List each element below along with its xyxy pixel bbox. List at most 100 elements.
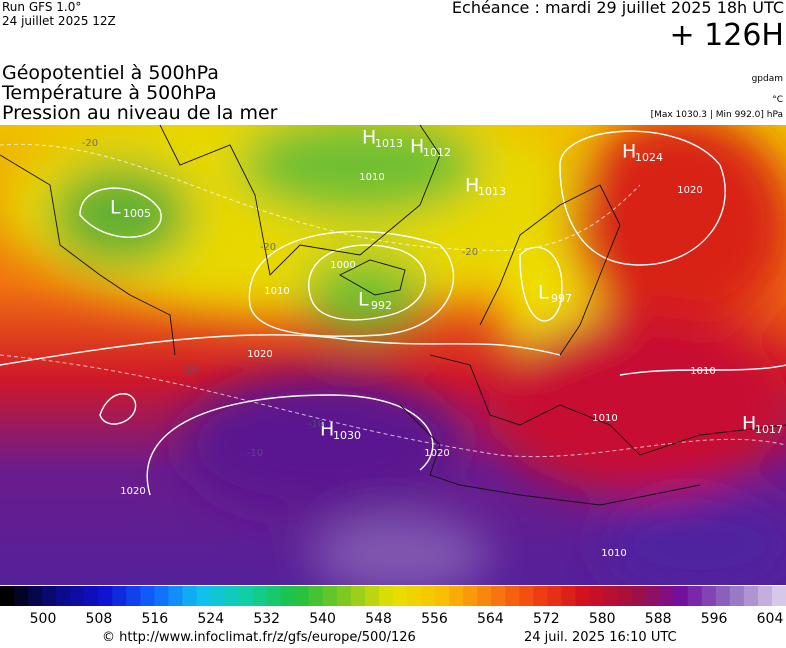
- colorbar-swatch: [617, 586, 633, 606]
- colorbar-swatch: [393, 586, 408, 606]
- colorbar-label: 508: [86, 611, 113, 627]
- colorbar-swatch: [687, 586, 703, 606]
- unit: gpdam: [751, 74, 783, 84]
- colorbar-label: 540: [309, 611, 336, 627]
- colorbar-swatch: [308, 586, 324, 606]
- isobar-label: 1020: [677, 185, 702, 196]
- colorbar-label: 516: [141, 611, 168, 627]
- colorbar-swatch: [182, 586, 197, 606]
- pressure-center-value: 1013: [478, 185, 506, 198]
- field-name: Géopotentiel à 500hPa: [2, 62, 219, 84]
- colorbar-swatch: [294, 586, 310, 606]
- colorbar-label: 580: [589, 611, 616, 627]
- colorbar-swatch: [533, 586, 548, 606]
- colorbar-label: 500: [30, 611, 57, 627]
- pressure-center-type: H: [465, 175, 479, 197]
- colorbar-label: 604: [757, 611, 784, 627]
- colorbar-swatch: [701, 586, 717, 606]
- pressure-center-type: L: [110, 197, 121, 219]
- colorbar-swatch: [168, 586, 183, 606]
- colorbar-swatch: [112, 586, 127, 606]
- colorbar-label: 572: [533, 611, 560, 627]
- pressure-center-value: 1013: [375, 137, 403, 150]
- colorbar-swatch: [603, 586, 619, 606]
- colorbar-swatch: [14, 586, 29, 606]
- field-name: Pression au niveau de la mer: [2, 102, 278, 124]
- colorbar: 500 508 516 524 532 540 548 556 564 572 580 588 596 6…: [0, 586, 786, 627]
- pressure-center-type: L: [538, 282, 549, 304]
- colorbar-label: 524: [197, 611, 224, 627]
- colorbar-swatch: [715, 586, 731, 606]
- pressure-center-value: 1024: [635, 151, 663, 164]
- colorbar-swatch: [210, 586, 226, 606]
- pressure-center-type: L: [358, 289, 369, 311]
- colorbar-label: 588: [645, 611, 672, 627]
- isobar-label: 1010: [359, 172, 384, 183]
- colorbar-swatch: [98, 586, 113, 606]
- colorbar-swatch: [519, 586, 534, 606]
- colorbar-swatch: [771, 586, 786, 606]
- colorbar-swatch: [477, 586, 492, 606]
- isobar-label: 1010: [601, 548, 626, 559]
- colorbar-swatch: [505, 586, 520, 606]
- isobar-label: 1020: [424, 448, 449, 459]
- colorbar-swatch: [631, 586, 647, 606]
- colorbar-swatch: [224, 586, 240, 606]
- isobar-label: 1000: [330, 260, 355, 271]
- colorbar-swatch: [70, 586, 85, 606]
- colorbar-swatch: [378, 586, 394, 606]
- pressure-center-value: 1017: [755, 423, 783, 436]
- temperature-label: -10: [308, 419, 324, 430]
- isobar-label: 1010: [592, 413, 617, 424]
- temperature-label: -10: [247, 448, 263, 459]
- colorbar-swatch: [336, 586, 352, 606]
- isobar-label: 1010: [264, 286, 289, 297]
- pressure-center-type: H: [362, 127, 376, 149]
- colorbar-swatch: [364, 586, 380, 606]
- colorbar-swatch: [435, 586, 450, 606]
- colorbar-label: 596: [701, 611, 728, 627]
- temperature-label: -10: [182, 365, 198, 376]
- temperature-label: -20: [82, 138, 98, 149]
- colorbar-swatch: [322, 586, 338, 606]
- colorbar-swatch: [743, 586, 759, 606]
- isobar-label: 1020: [120, 486, 145, 497]
- source-url: © http://www.infoclimat.fr/z/gfs/europe/…: [102, 630, 416, 645]
- colorbar-swatch: [729, 586, 745, 606]
- colorbar-swatch: [196, 586, 212, 606]
- isobar-label: 1010: [690, 366, 715, 377]
- lead-time: + 126H: [669, 18, 785, 53]
- temperature-label: -20: [260, 242, 276, 253]
- pressure-center-value: 997: [551, 292, 572, 305]
- pressure-center-type: H: [410, 136, 424, 158]
- colorbar-swatch: [645, 586, 661, 606]
- timestamp: 24 juil. 2025 16:10 UTC: [524, 630, 677, 645]
- unit: °C: [772, 95, 783, 105]
- colorbar-swatch: [575, 586, 590, 606]
- pressure-center-value: 1005: [123, 207, 151, 220]
- pressure-range: [Max 1030.3 | Min 992.0] hPa: [650, 110, 783, 120]
- run-date: 24 juillet 2025 12Z: [2, 14, 116, 28]
- temperature-label: -20: [462, 247, 478, 258]
- field-name: Température à 500hPa: [2, 82, 217, 104]
- colorbar-swatch: [280, 586, 296, 606]
- colorbar-label: 532: [253, 611, 280, 627]
- colorbar-swatch: [463, 586, 478, 606]
- pressure-center-type: H: [622, 141, 636, 163]
- colorbar-swatch: [154, 586, 169, 606]
- isobar-label: 1020: [247, 349, 272, 360]
- colorbar-label: 548: [365, 611, 392, 627]
- pressure-center-type: H: [320, 419, 334, 441]
- colorbar-swatch: [421, 586, 436, 606]
- colorbar-swatch: [589, 586, 605, 606]
- colorbar-swatch: [547, 586, 562, 606]
- colorbar-swatch: [350, 586, 366, 606]
- colorbar-swatch: [252, 586, 268, 606]
- colorbar-swatch: [266, 586, 282, 606]
- colorbar-swatch: [0, 586, 15, 606]
- colorbar-swatch: [126, 586, 141, 606]
- colorbar-label: 556: [421, 611, 448, 627]
- colorbar-swatch: [42, 586, 57, 606]
- colorbar-swatch: [28, 586, 43, 606]
